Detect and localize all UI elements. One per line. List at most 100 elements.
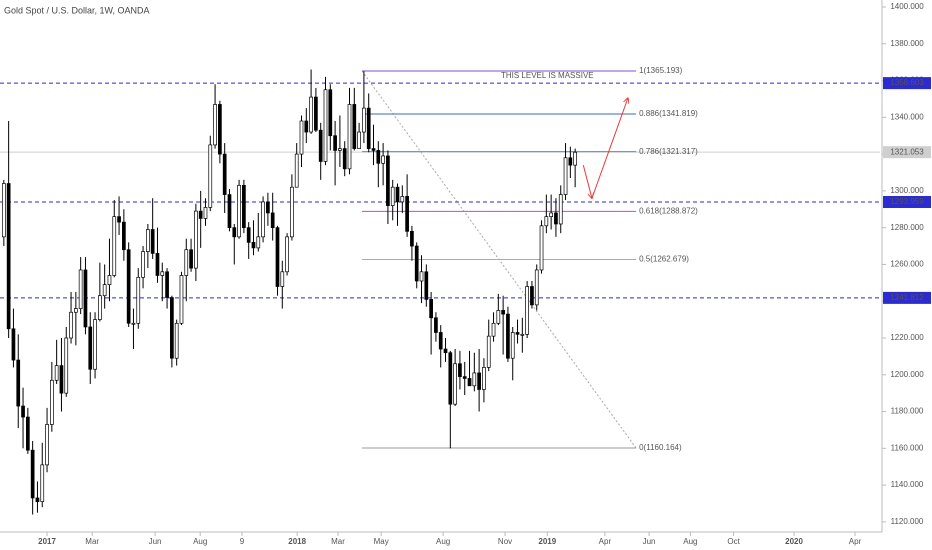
candle-body [45, 424, 49, 466]
candle-body [160, 271, 165, 276]
x-tick-label: Nov [498, 537, 512, 546]
candle-body [520, 333, 525, 336]
candle-body [328, 89, 333, 137]
x-tick-label: 9 [240, 537, 245, 546]
x-tick-label: Jun [643, 537, 656, 546]
candle-body [69, 311, 73, 339]
candle-body [54, 365, 59, 381]
x-tick-label: Apr [849, 537, 862, 546]
candle-body [405, 196, 409, 232]
candle-body [549, 212, 553, 217]
candle-body [74, 308, 78, 313]
candle-body [232, 227, 237, 238]
candle-body [285, 236, 289, 273]
candle-body [213, 104, 217, 146]
candle-body [40, 464, 45, 503]
candle-body [294, 153, 299, 188]
candle-body [458, 363, 462, 377]
y-tick-label: 1200.000 [890, 370, 924, 379]
candle-body [501, 310, 505, 315]
x-tick-label: Jun [149, 537, 162, 546]
candle-body [482, 367, 486, 390]
candle-body [107, 275, 112, 286]
candle-body [510, 332, 515, 359]
candle-body [376, 150, 381, 164]
candle-body [419, 271, 424, 282]
candle-body [266, 201, 270, 214]
candle-body [6, 183, 11, 330]
candle-body [544, 216, 549, 227]
candle-body [194, 210, 198, 269]
candle-body [304, 120, 309, 133]
y-tick-label: 1300.000 [890, 186, 924, 195]
current-price-box [883, 146, 931, 159]
annotation: THIS LEVEL IS MASSIVE [501, 71, 594, 80]
fib-label: 0.786(1321.317) [639, 147, 698, 156]
level-price-label: 1358.603 [890, 78, 924, 87]
candle-body [371, 148, 376, 151]
candle-body [525, 286, 529, 335]
candle-body [165, 271, 169, 298]
candle-body [309, 96, 313, 133]
candle-body [1, 183, 6, 238]
candle-body [342, 148, 347, 170]
candle-body [179, 275, 184, 324]
candle-body [155, 253, 160, 276]
candle-body [102, 284, 107, 297]
arrow [582, 165, 592, 198]
candle-body [568, 157, 573, 166]
candle-body [424, 271, 429, 300]
candle-body [563, 157, 568, 195]
candle-body [98, 295, 102, 320]
candle-body [21, 405, 25, 418]
candle-body [174, 322, 179, 359]
candle-body [443, 348, 448, 354]
y-tick-label: 1400.000 [890, 2, 924, 11]
candle-body [30, 449, 35, 499]
candle-body [381, 155, 385, 164]
candle-body [237, 185, 241, 238]
candle-body [222, 153, 227, 195]
level-price-box [883, 77, 931, 90]
candle-body [136, 276, 141, 324]
y-tick-label: 1160.000 [891, 443, 924, 452]
candle-body [150, 229, 155, 254]
candle-body [141, 251, 145, 278]
x-tick-label: 2020 [785, 537, 803, 546]
candle-body [208, 144, 213, 208]
candle-body [126, 249, 131, 324]
candle-body [314, 96, 318, 131]
fib-label: 0.5(1262.679) [639, 255, 689, 264]
candle-body [318, 129, 323, 162]
candle-body [93, 319, 97, 370]
candle-body [338, 148, 342, 151]
candle-body [539, 225, 544, 271]
candle-body [11, 328, 16, 361]
candle-body [189, 249, 193, 269]
candle-body [530, 286, 534, 306]
chart-title: Gold Spot / U.S. Dollar, 1W, OANDA [4, 5, 150, 15]
y-tick-label: 1340.000 [890, 112, 924, 121]
candle-body [506, 313, 510, 359]
candle-body [323, 89, 328, 162]
candle-body [146, 229, 150, 252]
candle-body [112, 216, 117, 276]
x-tick-label: May [374, 537, 389, 546]
x-tick-label: Oct [727, 537, 740, 546]
candle-body [64, 337, 69, 394]
candle-body [573, 151, 577, 166]
candle-body [410, 230, 414, 247]
candle-body [477, 372, 481, 390]
candle-body [246, 227, 251, 243]
candle-body [448, 352, 453, 405]
candle-body [352, 104, 357, 149]
x-tick-label: Apr [599, 537, 612, 546]
candle-body [251, 242, 256, 249]
candle-body [35, 497, 40, 503]
candle-body [203, 207, 208, 219]
candle-body [462, 376, 467, 379]
level-price-box [883, 291, 931, 304]
candle-body [16, 359, 21, 407]
fib-label: 0(1160.164) [639, 443, 682, 452]
